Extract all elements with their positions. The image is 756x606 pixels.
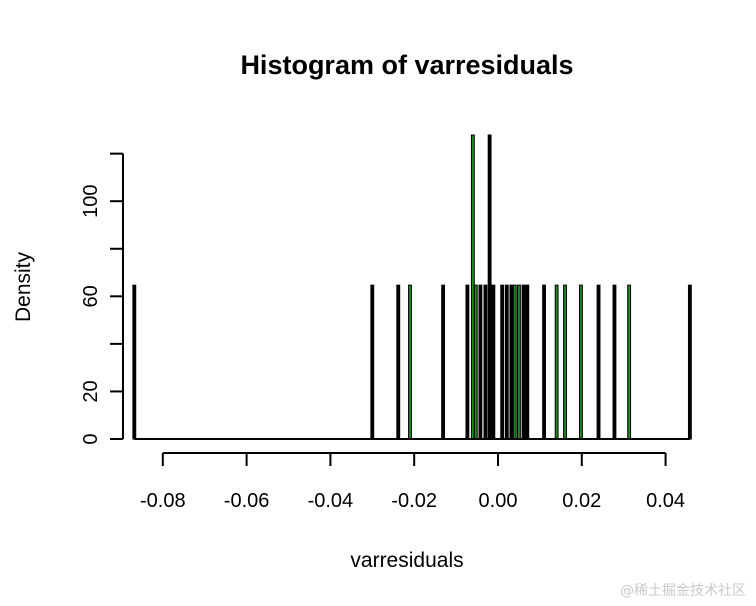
x-tick-label: 0.02 bbox=[562, 490, 601, 512]
histogram-bar-green-4 bbox=[517, 284, 521, 440]
y-tick-label: 60 bbox=[80, 285, 102, 307]
histogram-bar-black-16 bbox=[612, 284, 617, 440]
y-axis-label: Density bbox=[12, 251, 35, 322]
histogram-bar-black-13 bbox=[525, 284, 530, 440]
y-tick-label: 100 bbox=[80, 185, 102, 218]
histogram-bar-black-5 bbox=[478, 284, 483, 440]
histogram-bar-black-8 bbox=[491, 284, 496, 440]
histogram-bar-black-10 bbox=[504, 284, 509, 440]
histogram-bar-green-2 bbox=[473, 284, 478, 440]
histogram-bar-green-8 bbox=[627, 284, 632, 440]
histogram-bar-green-1 bbox=[470, 134, 475, 440]
histogram-bar-black-2 bbox=[396, 284, 401, 440]
x-tick-label: -0.08 bbox=[140, 490, 186, 512]
histogram-bar-black-11 bbox=[509, 284, 514, 440]
histogram-bar-green-0 bbox=[408, 284, 412, 440]
x-tick-label: 0.00 bbox=[479, 490, 518, 512]
histogram-bar-green-6 bbox=[563, 284, 567, 440]
x-axis-label: varresiduals bbox=[350, 549, 463, 572]
histogram-bar-black-6 bbox=[483, 284, 488, 440]
y-tick-label: 20 bbox=[80, 380, 102, 402]
x-tick-label: -0.02 bbox=[391, 490, 437, 512]
x-tick-label: -0.06 bbox=[224, 490, 270, 512]
x-tick-label: 0.04 bbox=[646, 490, 685, 512]
histogram-bar-black-7 bbox=[487, 134, 492, 440]
histogram-bar-green-3 bbox=[512, 284, 517, 440]
watermark-text: @稀土掘金技术社区 bbox=[620, 583, 746, 599]
histogram-bar-black-1 bbox=[370, 284, 375, 440]
chart-title: Histogram of varresiduals bbox=[240, 50, 573, 80]
histogram-bar-black-15 bbox=[596, 284, 601, 440]
x-tick-label: -0.04 bbox=[308, 490, 354, 512]
y-tick-label: 0 bbox=[80, 433, 102, 444]
histogram-bar-black-3 bbox=[441, 284, 446, 440]
bars-layer bbox=[132, 134, 692, 440]
x-axis: -0.08 -0.06 -0.04 -0.02 0.00 0.02 0.04 bbox=[140, 452, 685, 512]
histogram-bar-green-7 bbox=[579, 284, 583, 440]
histogram-bar-black-14 bbox=[542, 284, 546, 440]
y-axis: 0 20 60 100 bbox=[80, 152, 124, 445]
histogram-bar-green-5 bbox=[554, 284, 559, 440]
histogram-bar-black-17 bbox=[687, 284, 692, 440]
histogram-bar-black-9 bbox=[500, 284, 505, 440]
histogram-bar-black-12 bbox=[521, 284, 526, 440]
histogram-bar-black-4 bbox=[465, 284, 470, 440]
histogram-bar-black-0 bbox=[132, 284, 137, 440]
